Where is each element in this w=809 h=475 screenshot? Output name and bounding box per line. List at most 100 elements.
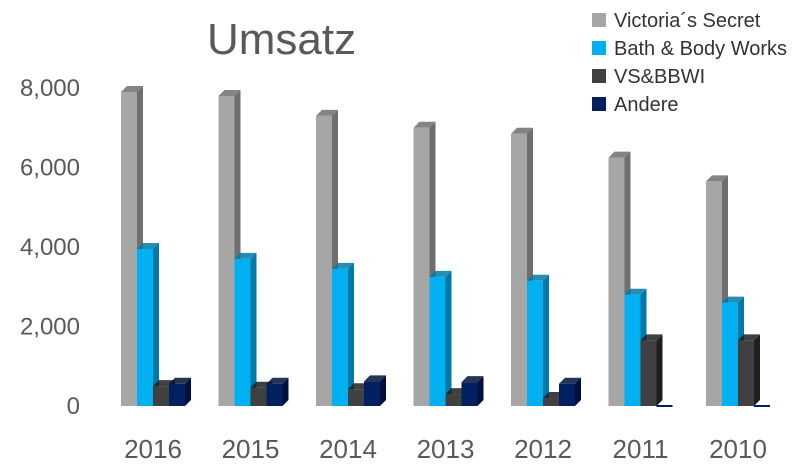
legend-swatch	[592, 41, 606, 55]
bar-top	[316, 109, 338, 116]
bar-top	[706, 175, 728, 182]
y-tick-label: 2,000	[20, 314, 80, 341]
bar-top	[332, 262, 354, 269]
bar-front	[640, 340, 657, 406]
legend-label: VS&BBWI	[614, 66, 705, 88]
bar-front	[169, 383, 185, 406]
bar-front	[153, 386, 169, 406]
bar-front	[348, 389, 364, 406]
bar-top	[169, 377, 191, 384]
bar-front	[121, 91, 137, 406]
bar-front	[543, 398, 559, 406]
legend-label: Victoria´s Secret	[614, 10, 761, 32]
bar	[527, 274, 549, 406]
bar-top	[429, 270, 452, 277]
bar-front	[559, 383, 575, 406]
bar-top	[722, 296, 744, 303]
bar-top	[413, 121, 436, 128]
bar	[332, 262, 354, 406]
bar-top	[738, 334, 760, 341]
y-tick-label: 8,000	[20, 75, 80, 102]
bar-front	[250, 387, 267, 406]
y-axis: 0 2,000 4,000 6,000 8,000	[20, 75, 80, 420]
bar-front	[234, 258, 251, 406]
bar-front	[445, 394, 462, 406]
legend-item: VS&BBWI	[592, 66, 705, 88]
bar-front	[137, 248, 153, 406]
bar-top	[527, 274, 549, 281]
bar	[656, 405, 673, 407]
bar	[559, 377, 581, 406]
bar-side	[754, 334, 760, 406]
x-tick-label: 2012	[514, 434, 572, 464]
legend-swatch	[592, 97, 606, 111]
y-tick-label: 0	[67, 393, 80, 420]
x-axis: 2016 2015 2014 2013 2012 2011 2010	[124, 434, 767, 464]
legend-item: Victoria´s Secret	[592, 10, 761, 32]
legend-label: Bath & Body Works	[614, 38, 787, 60]
bar-front	[266, 383, 283, 406]
x-tick-label: 2015	[222, 434, 280, 464]
bar-side	[543, 274, 549, 406]
bar-top	[624, 288, 647, 295]
bar-top	[511, 127, 533, 134]
bar-side	[153, 242, 159, 406]
bar-front	[624, 294, 641, 406]
bar-top	[364, 375, 386, 382]
x-tick-label: 2010	[709, 434, 767, 464]
bar-side	[282, 377, 289, 406]
bar-front	[754, 405, 770, 407]
bar	[364, 375, 386, 406]
bar	[429, 270, 452, 406]
bar-front	[413, 127, 430, 406]
chart-title: Umsatz	[207, 15, 356, 64]
bar-front	[429, 276, 446, 406]
y-tick-label: 4,000	[20, 234, 80, 261]
bar	[169, 377, 191, 406]
bar-top	[121, 85, 143, 92]
bar-front	[332, 268, 348, 406]
bar-side	[575, 377, 581, 406]
bar-front	[364, 381, 380, 406]
bar	[461, 376, 484, 406]
bar-top	[559, 377, 581, 384]
bar-side	[445, 270, 452, 406]
bar-front	[218, 95, 235, 406]
bar-top	[218, 89, 241, 96]
bar-front	[656, 405, 673, 407]
bars	[121, 85, 770, 407]
bar-front	[511, 133, 527, 406]
x-tick-label: 2016	[124, 434, 182, 464]
bar	[266, 377, 289, 406]
bar-front	[316, 115, 332, 406]
bar-front	[527, 280, 543, 406]
bar-side	[185, 377, 191, 406]
bar-side	[348, 262, 354, 406]
bar	[754, 405, 770, 407]
x-tick-label: 2011	[613, 434, 669, 464]
bar-front	[738, 340, 754, 406]
bar-front	[706, 181, 722, 406]
bar	[738, 334, 760, 406]
legend-swatch	[592, 13, 606, 27]
legend-item: Bath & Body Works	[592, 38, 787, 60]
y-tick-label: 6,000	[20, 155, 80, 182]
legend: Victoria´s Secret Bath & Body Works VS&BBW…	[592, 10, 787, 116]
bar-top	[234, 252, 257, 259]
bar-top	[461, 376, 484, 383]
bar-side	[250, 252, 257, 406]
bar-top	[137, 242, 159, 249]
bar-top	[608, 151, 631, 158]
bar	[234, 252, 257, 406]
legend-swatch	[592, 69, 606, 83]
bar-front	[722, 302, 738, 406]
legend-item: Andere	[592, 94, 679, 116]
x-tick-label: 2013	[417, 434, 475, 464]
bar	[137, 242, 159, 406]
legend-label: Andere	[614, 94, 679, 116]
x-tick-label: 2014	[319, 434, 377, 464]
bar-top	[266, 377, 289, 384]
bar-front	[608, 157, 625, 406]
